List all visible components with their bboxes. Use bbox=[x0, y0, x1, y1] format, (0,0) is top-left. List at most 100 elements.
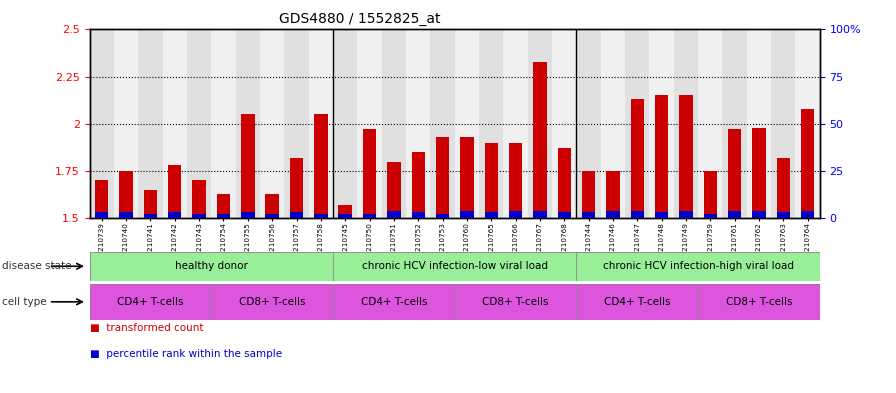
Bar bbox=[655, 213, 668, 218]
Bar bbox=[339, 213, 352, 218]
Bar bbox=[728, 211, 741, 218]
Bar bbox=[801, 109, 814, 218]
Bar bbox=[698, 29, 722, 218]
Bar bbox=[582, 213, 595, 218]
Text: cell type: cell type bbox=[2, 297, 47, 307]
Bar bbox=[698, 284, 820, 320]
Bar bbox=[411, 152, 425, 218]
Bar bbox=[265, 213, 279, 218]
Bar bbox=[509, 211, 522, 218]
Bar bbox=[217, 213, 230, 218]
Bar bbox=[576, 252, 820, 281]
Bar bbox=[382, 29, 406, 218]
Bar bbox=[528, 29, 552, 218]
Bar bbox=[309, 29, 333, 218]
Bar bbox=[138, 29, 163, 218]
Bar bbox=[90, 29, 114, 218]
Bar bbox=[333, 284, 455, 320]
Bar bbox=[582, 171, 595, 218]
Bar bbox=[485, 213, 498, 218]
Bar bbox=[479, 29, 504, 218]
Bar bbox=[655, 95, 668, 218]
Bar bbox=[722, 29, 747, 218]
Bar bbox=[217, 194, 230, 218]
Bar bbox=[193, 180, 206, 218]
Bar bbox=[455, 284, 576, 320]
Text: CD4+ T-cells: CD4+ T-cells bbox=[604, 297, 670, 307]
Bar bbox=[358, 29, 382, 218]
Bar bbox=[95, 213, 108, 218]
Text: CD4+ T-cells: CD4+ T-cells bbox=[117, 297, 184, 307]
Bar bbox=[241, 213, 254, 218]
Bar bbox=[119, 171, 133, 218]
Text: CD8+ T-cells: CD8+ T-cells bbox=[239, 297, 306, 307]
Bar bbox=[771, 29, 796, 218]
Bar bbox=[674, 29, 698, 218]
Bar bbox=[607, 211, 620, 218]
Bar bbox=[430, 29, 455, 218]
Bar bbox=[461, 211, 474, 218]
Bar bbox=[265, 194, 279, 218]
Bar bbox=[777, 213, 790, 218]
Bar bbox=[576, 284, 698, 320]
Bar bbox=[753, 211, 766, 218]
Bar bbox=[576, 29, 601, 218]
Bar bbox=[314, 114, 328, 218]
Bar bbox=[95, 180, 108, 218]
Bar bbox=[289, 213, 303, 218]
Bar bbox=[504, 29, 528, 218]
Bar bbox=[387, 162, 401, 218]
Bar bbox=[607, 171, 620, 218]
Bar bbox=[435, 213, 449, 218]
Bar bbox=[679, 95, 693, 218]
Bar bbox=[753, 128, 766, 218]
Bar bbox=[236, 29, 260, 218]
Bar bbox=[801, 211, 814, 218]
Bar bbox=[631, 99, 644, 218]
Bar bbox=[193, 213, 206, 218]
Bar bbox=[211, 29, 236, 218]
Bar bbox=[333, 252, 576, 281]
Bar bbox=[557, 213, 571, 218]
Bar bbox=[333, 29, 358, 218]
Bar bbox=[455, 29, 479, 218]
Text: disease state: disease state bbox=[2, 261, 72, 271]
Bar bbox=[241, 114, 254, 218]
Bar bbox=[211, 284, 333, 320]
Text: ■  percentile rank within the sample: ■ percentile rank within the sample bbox=[90, 349, 281, 359]
Text: CD8+ T-cells: CD8+ T-cells bbox=[482, 297, 549, 307]
Bar bbox=[777, 158, 790, 218]
Bar bbox=[509, 143, 522, 218]
Bar bbox=[119, 213, 133, 218]
Text: healthy donor: healthy donor bbox=[175, 261, 248, 271]
Bar bbox=[387, 211, 401, 218]
Bar bbox=[339, 205, 352, 218]
Bar bbox=[461, 137, 474, 218]
Bar bbox=[435, 137, 449, 218]
Bar bbox=[284, 29, 309, 218]
Bar bbox=[631, 211, 644, 218]
Text: chronic HCV infection-high viral load: chronic HCV infection-high viral load bbox=[603, 261, 794, 271]
Bar bbox=[168, 213, 182, 218]
Bar bbox=[747, 29, 771, 218]
Bar bbox=[187, 29, 211, 218]
Bar bbox=[168, 165, 182, 218]
Bar bbox=[363, 213, 376, 218]
Bar bbox=[625, 29, 650, 218]
Bar bbox=[411, 213, 425, 218]
Bar bbox=[533, 62, 547, 218]
Title: GDS4880 / 1552825_at: GDS4880 / 1552825_at bbox=[279, 12, 441, 26]
Text: CD4+ T-cells: CD4+ T-cells bbox=[360, 297, 427, 307]
Bar bbox=[114, 29, 138, 218]
Bar bbox=[601, 29, 625, 218]
Bar bbox=[143, 213, 157, 218]
Bar bbox=[90, 284, 211, 320]
Bar bbox=[406, 29, 430, 218]
Text: CD8+ T-cells: CD8+ T-cells bbox=[726, 297, 792, 307]
Bar bbox=[728, 129, 741, 218]
Bar bbox=[796, 29, 820, 218]
Bar bbox=[557, 148, 571, 218]
Bar bbox=[163, 29, 187, 218]
Bar bbox=[314, 213, 328, 218]
Bar bbox=[703, 171, 717, 218]
